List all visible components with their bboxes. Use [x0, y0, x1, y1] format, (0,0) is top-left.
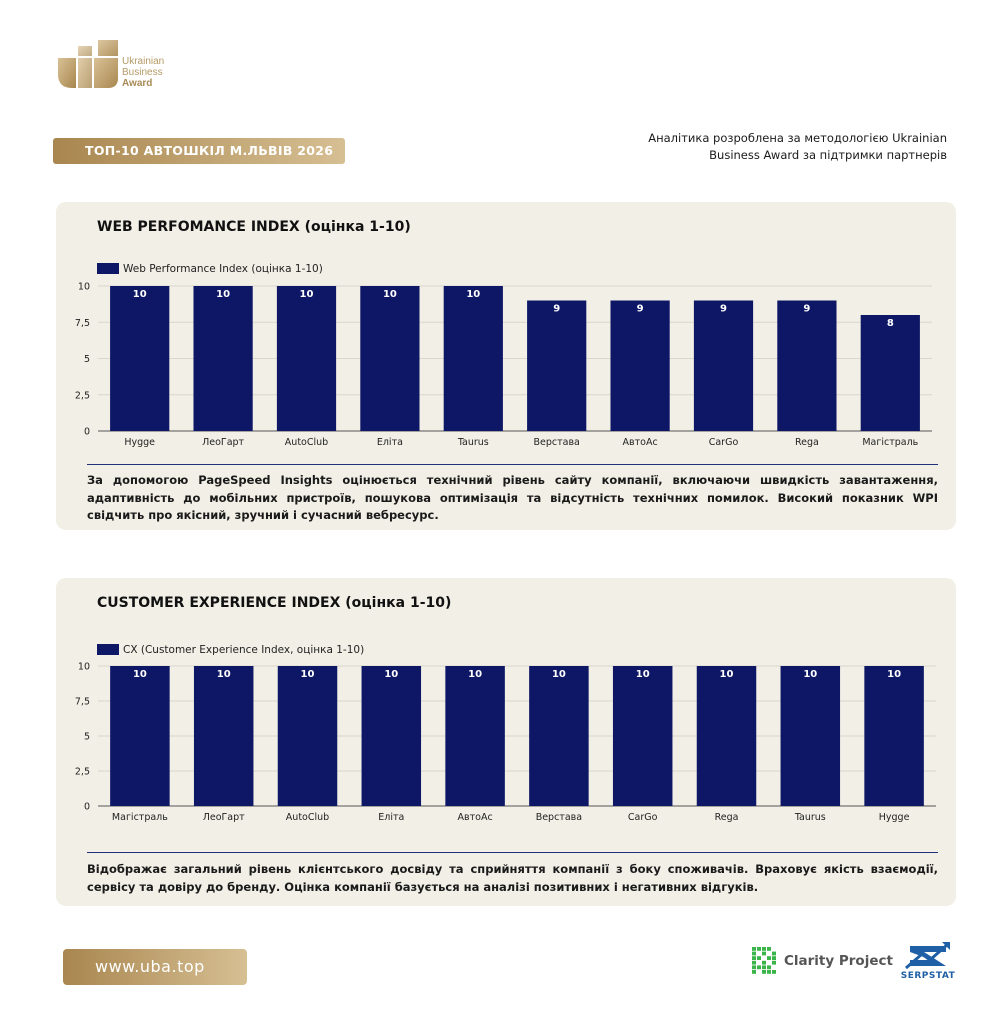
x-tick-label: Магістраль — [862, 437, 918, 448]
y-tick-label: 5 — [84, 354, 90, 365]
y-tick-label: 7,5 — [75, 318, 90, 329]
bar-value-label: 9 — [720, 304, 727, 315]
x-tick-label: Hygge — [879, 812, 910, 823]
x-tick-label: Магістраль — [112, 812, 168, 823]
x-tick-label: CarGo — [628, 812, 658, 823]
bar — [777, 300, 837, 431]
bar — [860, 315, 920, 431]
x-tick-label: Taurus — [794, 812, 826, 823]
bar-value-label: 10 — [466, 289, 480, 300]
x-tick-label: ЛеоГарт — [202, 437, 244, 448]
wpi-divider — [87, 464, 938, 465]
serpstat-logo: SERPSTAT — [900, 940, 956, 984]
x-tick-label: Hygge — [124, 437, 155, 448]
bar — [193, 286, 253, 431]
bar-value-label: 9 — [637, 304, 644, 315]
bar — [443, 286, 503, 431]
bar — [193, 666, 254, 806]
bar — [361, 666, 422, 806]
x-tick-label: Taurus — [457, 437, 489, 448]
x-tick-label: Rega — [715, 812, 739, 823]
x-tick-label: AutoClub — [286, 812, 329, 823]
bar — [360, 286, 420, 431]
logo-line-1: Ukrainian — [122, 56, 165, 67]
bar — [693, 300, 754, 431]
bar-value-label: 10 — [552, 669, 566, 680]
clarity-project-label: Clarity Project — [784, 953, 893, 969]
serpstat-icon — [905, 942, 950, 970]
x-tick-label: AutoClub — [285, 437, 328, 448]
cx-description: Відображає загальний рівень клієнтського… — [87, 862, 938, 894]
logo-line-3: Award — [122, 78, 153, 89]
bar-value-label: 10 — [217, 669, 231, 680]
cx-divider — [87, 852, 938, 853]
serpstat-label: SERPSTAT — [900, 971, 956, 981]
bar — [864, 666, 924, 806]
bar-value-label: 9 — [803, 304, 810, 315]
bar — [277, 666, 338, 806]
wpi-description: За допомогою PageSpeed Insights оцінюєть… — [87, 473, 938, 522]
legend-swatch — [97, 263, 119, 274]
wpi-title: WEB PERFOMANCE INDEX (оцінка 1-10) — [97, 219, 411, 235]
bar — [612, 666, 673, 806]
y-tick-label: 7,5 — [75, 697, 90, 708]
x-tick-label: АвтоАс — [623, 437, 658, 448]
clarity-project-logo: Clarity Project — [752, 947, 893, 975]
y-tick-label: 5 — [84, 732, 90, 743]
bar — [610, 300, 670, 431]
wpi-panel: WEB PERFOMANCE INDEX (оцінка 1-10) Web P… — [56, 202, 956, 530]
cx-chart: CX (Customer Experience Index, оцінка 1-… — [75, 644, 936, 823]
clarity-grid-icon — [752, 947, 776, 974]
page-title: ТОП-10 АВТОШКІЛ М.ЛЬВІВ 2026 — [53, 138, 345, 164]
bar-value-label: 10 — [468, 669, 482, 680]
bar-value-label: 10 — [887, 669, 901, 680]
bar — [696, 666, 757, 806]
logo-line-2: Business — [122, 67, 163, 78]
bar — [445, 666, 505, 806]
bar-value-label: 10 — [216, 289, 230, 300]
y-tick-label: 0 — [84, 427, 90, 438]
methodology-note: Аналітика розроблена за методологією Ukr… — [648, 131, 947, 162]
bar — [276, 286, 337, 431]
cx-panel: CUSTOMER EXPERIENCE INDEX (оцінка 1-10) … — [56, 578, 956, 906]
bar-value-label: 10 — [636, 669, 650, 680]
bar-value-label: 10 — [301, 669, 315, 680]
y-tick-label: 2,5 — [75, 767, 90, 778]
site-link[interactable]: www.uba.top — [63, 949, 247, 985]
x-tick-label: АвтоАс — [458, 812, 493, 823]
bar-value-label: 10 — [133, 669, 147, 680]
x-tick-label: CarGo — [709, 437, 739, 448]
wpi-chart: Web Performance Index (оцінка 1-10) 0 2,5 5… — [75, 263, 932, 448]
bar-value-label: 10 — [803, 669, 817, 680]
bar — [527, 300, 587, 431]
legend-label: CX (Customer Experience Index, оцінка 1-… — [123, 644, 364, 656]
legend-label: Web Performance Index (оцінка 1-10) — [123, 263, 323, 275]
uba-logo: Ukrainian Business Award — [56, 36, 186, 92]
x-tick-label: ЛеоГарт — [203, 812, 245, 823]
bar-value-label: 10 — [720, 669, 734, 680]
bar-value-label: 10 — [300, 289, 314, 300]
y-tick-label: 2,5 — [75, 390, 90, 401]
bar-value-label: 10 — [383, 289, 397, 300]
bar — [780, 666, 841, 806]
y-tick-label: 10 — [78, 282, 90, 293]
legend-swatch — [97, 644, 119, 655]
x-tick-label: Еліта — [377, 437, 403, 448]
bar-value-label: 10 — [133, 289, 147, 300]
bar-value-label: 10 — [384, 669, 398, 680]
x-tick-label: Верстава — [536, 812, 582, 823]
x-tick-label: Еліта — [378, 812, 404, 823]
cx-title: CUSTOMER EXPERIENCE INDEX (оцінка 1-10) — [97, 595, 452, 611]
bar — [110, 666, 170, 806]
bar-value-label: 8 — [887, 318, 894, 329]
bar — [529, 666, 589, 806]
y-tick-label: 10 — [78, 662, 90, 673]
bar-value-label: 9 — [553, 304, 560, 315]
uba-logo-icon — [58, 40, 118, 88]
bar — [110, 286, 170, 431]
x-tick-label: Rega — [795, 437, 819, 448]
y-tick-label: 0 — [84, 802, 90, 813]
x-tick-label: Верстава — [533, 437, 579, 448]
